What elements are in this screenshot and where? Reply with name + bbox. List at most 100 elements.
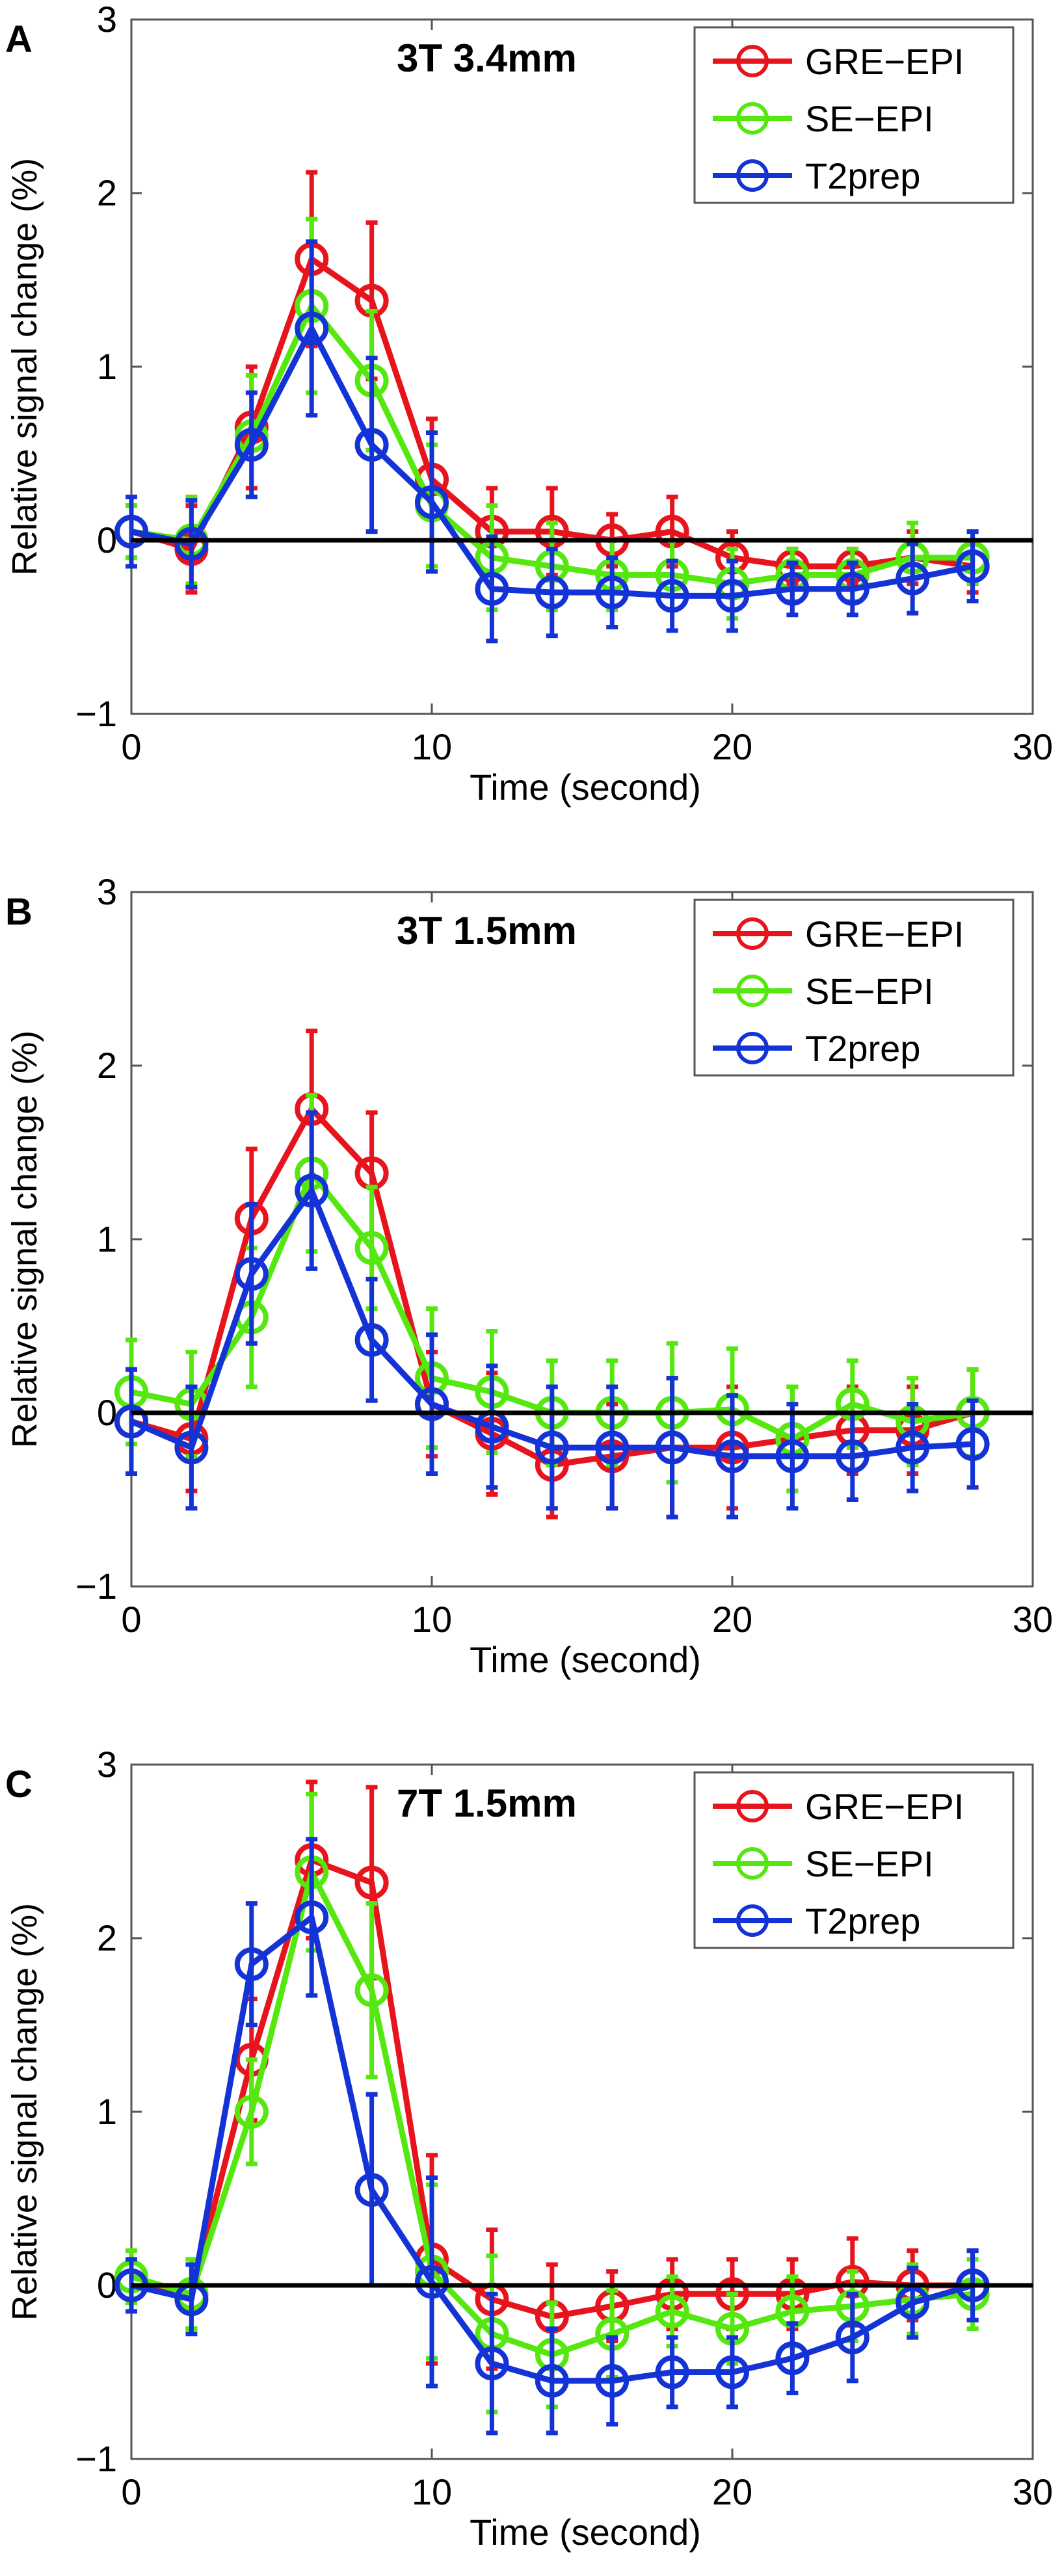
data-point (415, 2265, 449, 2299)
panel-label: C (5, 1763, 33, 1806)
data-point (234, 1257, 269, 1291)
data-point (775, 2341, 810, 2376)
y-axis-label: Relative signal change (%) (5, 158, 44, 575)
series-t2prep (114, 239, 990, 644)
y-tick-label: 2 (97, 172, 117, 213)
legend: GRE−EPI SE−EPI T2prep (693, 899, 1015, 1077)
data-point (595, 1430, 630, 1465)
data-point (415, 485, 449, 519)
x-tick-label: 30 (1013, 1599, 1053, 1640)
data-point (234, 2095, 269, 2129)
legend-label-se-epi: SE−EPI (805, 98, 934, 139)
data-point (535, 1430, 569, 1465)
data-point (114, 1404, 148, 1439)
data-point (835, 572, 870, 606)
x-tick-label: 0 (121, 1599, 141, 1640)
legend-label-t2prep: T2prep (805, 1900, 920, 1941)
legend-label-se-epi: SE−EPI (805, 971, 934, 1012)
y-tick-label: 0 (97, 1392, 117, 1433)
y-tick-label: −1 (75, 2438, 117, 2479)
data-point (955, 1427, 990, 1462)
data-point (715, 2355, 749, 2389)
data-point (475, 572, 509, 606)
x-tick-label: 30 (1013, 2471, 1053, 2512)
y-tick-label: −1 (75, 693, 117, 734)
panel-label: B (5, 891, 33, 933)
y-tick-label: −1 (75, 1566, 117, 1607)
data-point (354, 1231, 389, 1265)
data-point (896, 561, 930, 596)
data-point (415, 1387, 449, 1421)
y-tick-label: 1 (97, 1218, 117, 1259)
data-point (354, 428, 389, 462)
x-tick-label: 0 (121, 2471, 141, 2512)
x-tick-label: 10 (412, 2471, 452, 2512)
data-point (114, 514, 148, 549)
y-tick-label: 2 (97, 1917, 117, 1958)
data-point (174, 1430, 209, 1465)
y-tick-label: 1 (97, 2091, 117, 2132)
data-point (354, 2173, 389, 2207)
legend-label-t2prep: T2prep (805, 1028, 920, 1069)
data-point (896, 1430, 930, 1465)
data-point (655, 2355, 689, 2389)
data-point (955, 549, 990, 584)
x-tick-label: 10 (412, 726, 452, 767)
x-tick-label: 30 (1013, 726, 1053, 767)
data-point (535, 2363, 569, 2398)
data-point (354, 1322, 389, 1357)
data-point (535, 575, 569, 610)
y-tick-label: 3 (97, 0, 117, 40)
data-point (655, 2294, 689, 2329)
legend-marker (736, 1790, 769, 1822)
x-tick-label: 10 (412, 1599, 452, 1640)
data-point (896, 2285, 930, 2320)
panel-label: A (5, 18, 33, 60)
data-point (475, 2346, 509, 2381)
y-tick-label: 3 (97, 871, 117, 912)
data-point (354, 1973, 389, 2008)
data-point (234, 428, 269, 462)
x-tick-label: 20 (712, 1599, 752, 1640)
data-point (174, 527, 209, 561)
series-t2prep (114, 1110, 990, 1519)
data-point (354, 1865, 389, 1900)
data-point (715, 579, 749, 613)
x-tick-label: 20 (712, 2471, 752, 2512)
data-point (655, 1430, 689, 1465)
x-axis-label: Time (second) (470, 2512, 701, 2553)
chart-title: 7T 1.5mm (397, 1781, 577, 1825)
y-tick-label: 0 (97, 519, 117, 560)
data-point (595, 2363, 630, 2398)
legend: GRE−EPI SE−EPI T2prep (693, 1771, 1015, 1949)
data-point (775, 1439, 810, 1473)
y-tick-label: 1 (97, 346, 117, 387)
data-point (835, 1439, 870, 1473)
legend-marker (736, 1847, 769, 1880)
y-axis-label: Relative signal change (%) (5, 1031, 44, 1448)
data-point (295, 1174, 329, 1208)
x-axis-label: Time (second) (470, 1639, 701, 1680)
x-tick-label: 0 (121, 726, 141, 767)
data-point (835, 2320, 870, 2355)
legend-marker (736, 1904, 769, 1937)
x-tick-label: 20 (712, 726, 752, 767)
data-point (655, 579, 689, 613)
data-point (295, 311, 329, 346)
data-point (775, 572, 810, 606)
x-axis-label: Time (second) (470, 767, 701, 808)
legend-label-gre-epi: GRE−EPI (805, 41, 964, 82)
data-point (715, 1439, 749, 1473)
chart-title: 3T 1.5mm (397, 909, 577, 953)
legend-marker (736, 975, 769, 1007)
data-point (595, 575, 630, 610)
data-point (234, 1947, 269, 1982)
chart-title: 3T 3.4mm (397, 36, 577, 80)
y-tick-label: 3 (97, 1744, 117, 1785)
y-tick-label: 2 (97, 1045, 117, 1086)
legend-label-gre-epi: GRE−EPI (805, 1786, 964, 1827)
y-axis-label: Relative signal change (%) (5, 1903, 44, 2320)
